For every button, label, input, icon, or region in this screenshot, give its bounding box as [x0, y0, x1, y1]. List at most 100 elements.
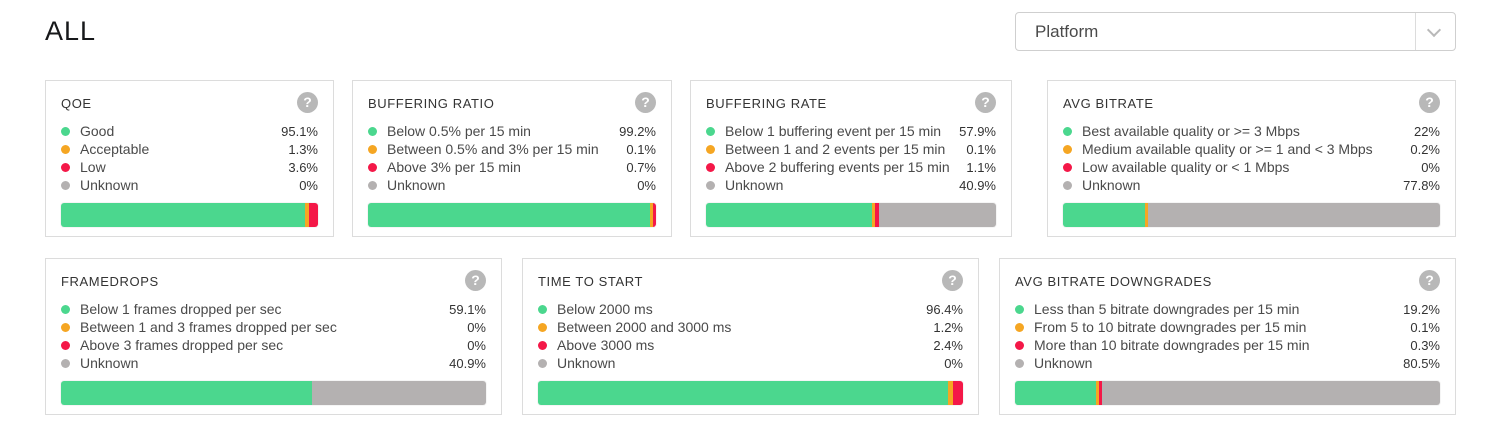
legend: Best available quality or >= 3 Mbps 22% … — [1063, 122, 1440, 194]
legend-dot-unknown — [61, 180, 70, 190]
legend-dot-unknown — [706, 180, 715, 190]
distribution-bar — [368, 203, 656, 227]
legend-row: Below 2000 ms 96.4% — [538, 300, 963, 318]
legend-label: Low — [80, 159, 106, 175]
bar-segment-good — [61, 203, 306, 227]
legend-value: 80.5% — [1403, 355, 1440, 371]
bar-segment-good — [706, 203, 873, 227]
legend-dot-good — [368, 126, 377, 136]
legend-value: 0.3% — [1410, 337, 1440, 353]
legend-label: Best available quality or >= 3 Mbps — [1082, 123, 1300, 139]
legend-row: Best available quality or >= 3 Mbps 22% — [1063, 122, 1440, 140]
legend-row: Unknown 0% — [61, 176, 318, 194]
help-icon[interactable]: ? — [942, 270, 963, 291]
legend-value: 57.9% — [959, 123, 996, 139]
card-header: FRAMEDROPS ? — [61, 270, 486, 291]
help-icon[interactable]: ? — [465, 270, 486, 291]
legend-dot-good — [706, 126, 715, 136]
help-icon[interactable]: ? — [1419, 270, 1440, 291]
legend-value: 0% — [1421, 159, 1440, 175]
legend-label: More than 10 bitrate downgrades per 15 m… — [1034, 337, 1310, 353]
legend-label: Between 1 and 2 events per 15 min — [725, 141, 946, 157]
legend-label: Low available quality or < 1 Mbps — [1082, 159, 1290, 175]
legend-label: From 5 to 10 bitrate downgrades per 15 m… — [1034, 319, 1307, 335]
legend-value: 0% — [944, 355, 963, 371]
legend-value: 77.8% — [1403, 177, 1440, 193]
bar-segment-unknown — [312, 381, 486, 405]
legend-dot-good — [538, 304, 547, 314]
distribution-bar — [1015, 381, 1440, 405]
legend-value: 0% — [637, 177, 656, 193]
legend-row: Below 1 frames dropped per sec 59.1% — [61, 300, 486, 318]
legend-row: Unknown 77.8% — [1063, 176, 1440, 194]
bar-segment-acceptable — [305, 203, 309, 227]
legend: Below 1 buffering event per 15 min 57.9%… — [706, 122, 996, 194]
card-title: BUFFERING RATIO — [368, 96, 495, 111]
help-icon[interactable]: ? — [635, 92, 656, 113]
legend-row: More than 10 bitrate downgrades per 15 m… — [1015, 336, 1440, 354]
legend-label: Good — [80, 123, 115, 139]
distribution-bar — [1063, 203, 1440, 227]
bar-segment-acceptable — [1145, 203, 1149, 227]
help-icon[interactable]: ? — [1419, 92, 1440, 113]
legend-dot-unknown — [368, 180, 377, 190]
bar-segment-good — [61, 381, 313, 405]
legend-dot-acceptable — [706, 144, 715, 154]
top-bar: ALL Platform — [0, 0, 1498, 51]
legend-dot-unknown — [538, 358, 547, 368]
card-header: AVG BITRATE DOWNGRADES ? — [1015, 270, 1440, 291]
legend-value: 40.9% — [959, 177, 996, 193]
metric-card-qoe: QOE ? Good 95.1% Acceptable 1.3% Low 3.6… — [45, 80, 334, 237]
card-header: BUFFERING RATIO ? — [368, 92, 656, 113]
legend-label: Below 0.5% per 15 min — [387, 123, 531, 139]
legend-row: Between 1 and 2 events per 15 min 0.1% — [706, 140, 996, 158]
metric-card-avg-bitrate-downgrades: AVG BITRATE DOWNGRADES ? Less than 5 bit… — [999, 258, 1456, 415]
platform-select-label: Platform — [1035, 21, 1099, 41]
page-title: ALL — [45, 16, 97, 46]
legend-dot-unknown — [1015, 358, 1024, 368]
legend-value: 1.1% — [966, 159, 996, 175]
legend-row: Above 3% per 15 min 0.7% — [368, 158, 656, 176]
bar-segment-good — [368, 203, 650, 227]
legend-label: Unknown — [725, 177, 784, 193]
legend-dot-acceptable — [61, 144, 70, 154]
legend-value: 19.2% — [1403, 301, 1440, 317]
legend-row: Unknown 40.9% — [61, 354, 486, 372]
metric-card-buffering-rate: BUFFERING RATE ? Below 1 buffering event… — [690, 80, 1012, 237]
legend-value: 0% — [467, 337, 486, 353]
legend-row: From 5 to 10 bitrate downgrades per 15 m… — [1015, 318, 1440, 336]
cards-row-top: QOE ? Good 95.1% Acceptable 1.3% Low 3.6… — [45, 80, 1456, 237]
distribution-bar — [538, 381, 963, 405]
distribution-bar — [706, 203, 996, 227]
bar-segment-acceptable — [1095, 381, 1099, 405]
bar-segment-bad — [308, 203, 318, 227]
bar-segment-bad — [875, 203, 879, 227]
legend-value: 0.2% — [1410, 141, 1440, 157]
legend-row: Unknown 0% — [538, 354, 963, 372]
legend-dot-acceptable — [1063, 144, 1072, 154]
legend-row: Low 3.6% — [61, 158, 318, 176]
legend-value: 59.1% — [449, 301, 486, 317]
legend-dot-unknown — [61, 358, 70, 368]
legend-value: 1.2% — [933, 319, 963, 335]
legend-value: 2.4% — [933, 337, 963, 353]
legend-value: 0.1% — [626, 141, 656, 157]
select-divider — [1415, 13, 1416, 50]
legend-label: Between 2000 and 3000 ms — [557, 319, 732, 335]
legend: Less than 5 bitrate downgrades per 15 mi… — [1015, 300, 1440, 372]
legend-label: Unknown — [1034, 355, 1093, 371]
legend-label: Medium available quality or >= 1 and < 3… — [1082, 141, 1373, 157]
legend-label: Between 0.5% and 3% per 15 min — [387, 141, 599, 157]
card-title: AVG BITRATE — [1063, 96, 1154, 111]
legend-label: Unknown — [80, 177, 139, 193]
legend-row: Medium available quality or >= 1 and < 3… — [1063, 140, 1440, 158]
platform-select[interactable]: Platform — [1015, 12, 1456, 51]
legend-dot-acceptable — [538, 322, 547, 332]
legend-label: Below 1 buffering event per 15 min — [725, 123, 942, 139]
legend-label: Unknown — [1082, 177, 1141, 193]
metric-card-buffering-ratio: BUFFERING RATIO ? Below 0.5% per 15 min … — [352, 80, 672, 237]
help-icon[interactable]: ? — [975, 92, 996, 113]
bar-segment-good — [1015, 381, 1096, 405]
help-icon[interactable]: ? — [297, 92, 318, 113]
card-header: BUFFERING RATE ? — [706, 92, 996, 113]
